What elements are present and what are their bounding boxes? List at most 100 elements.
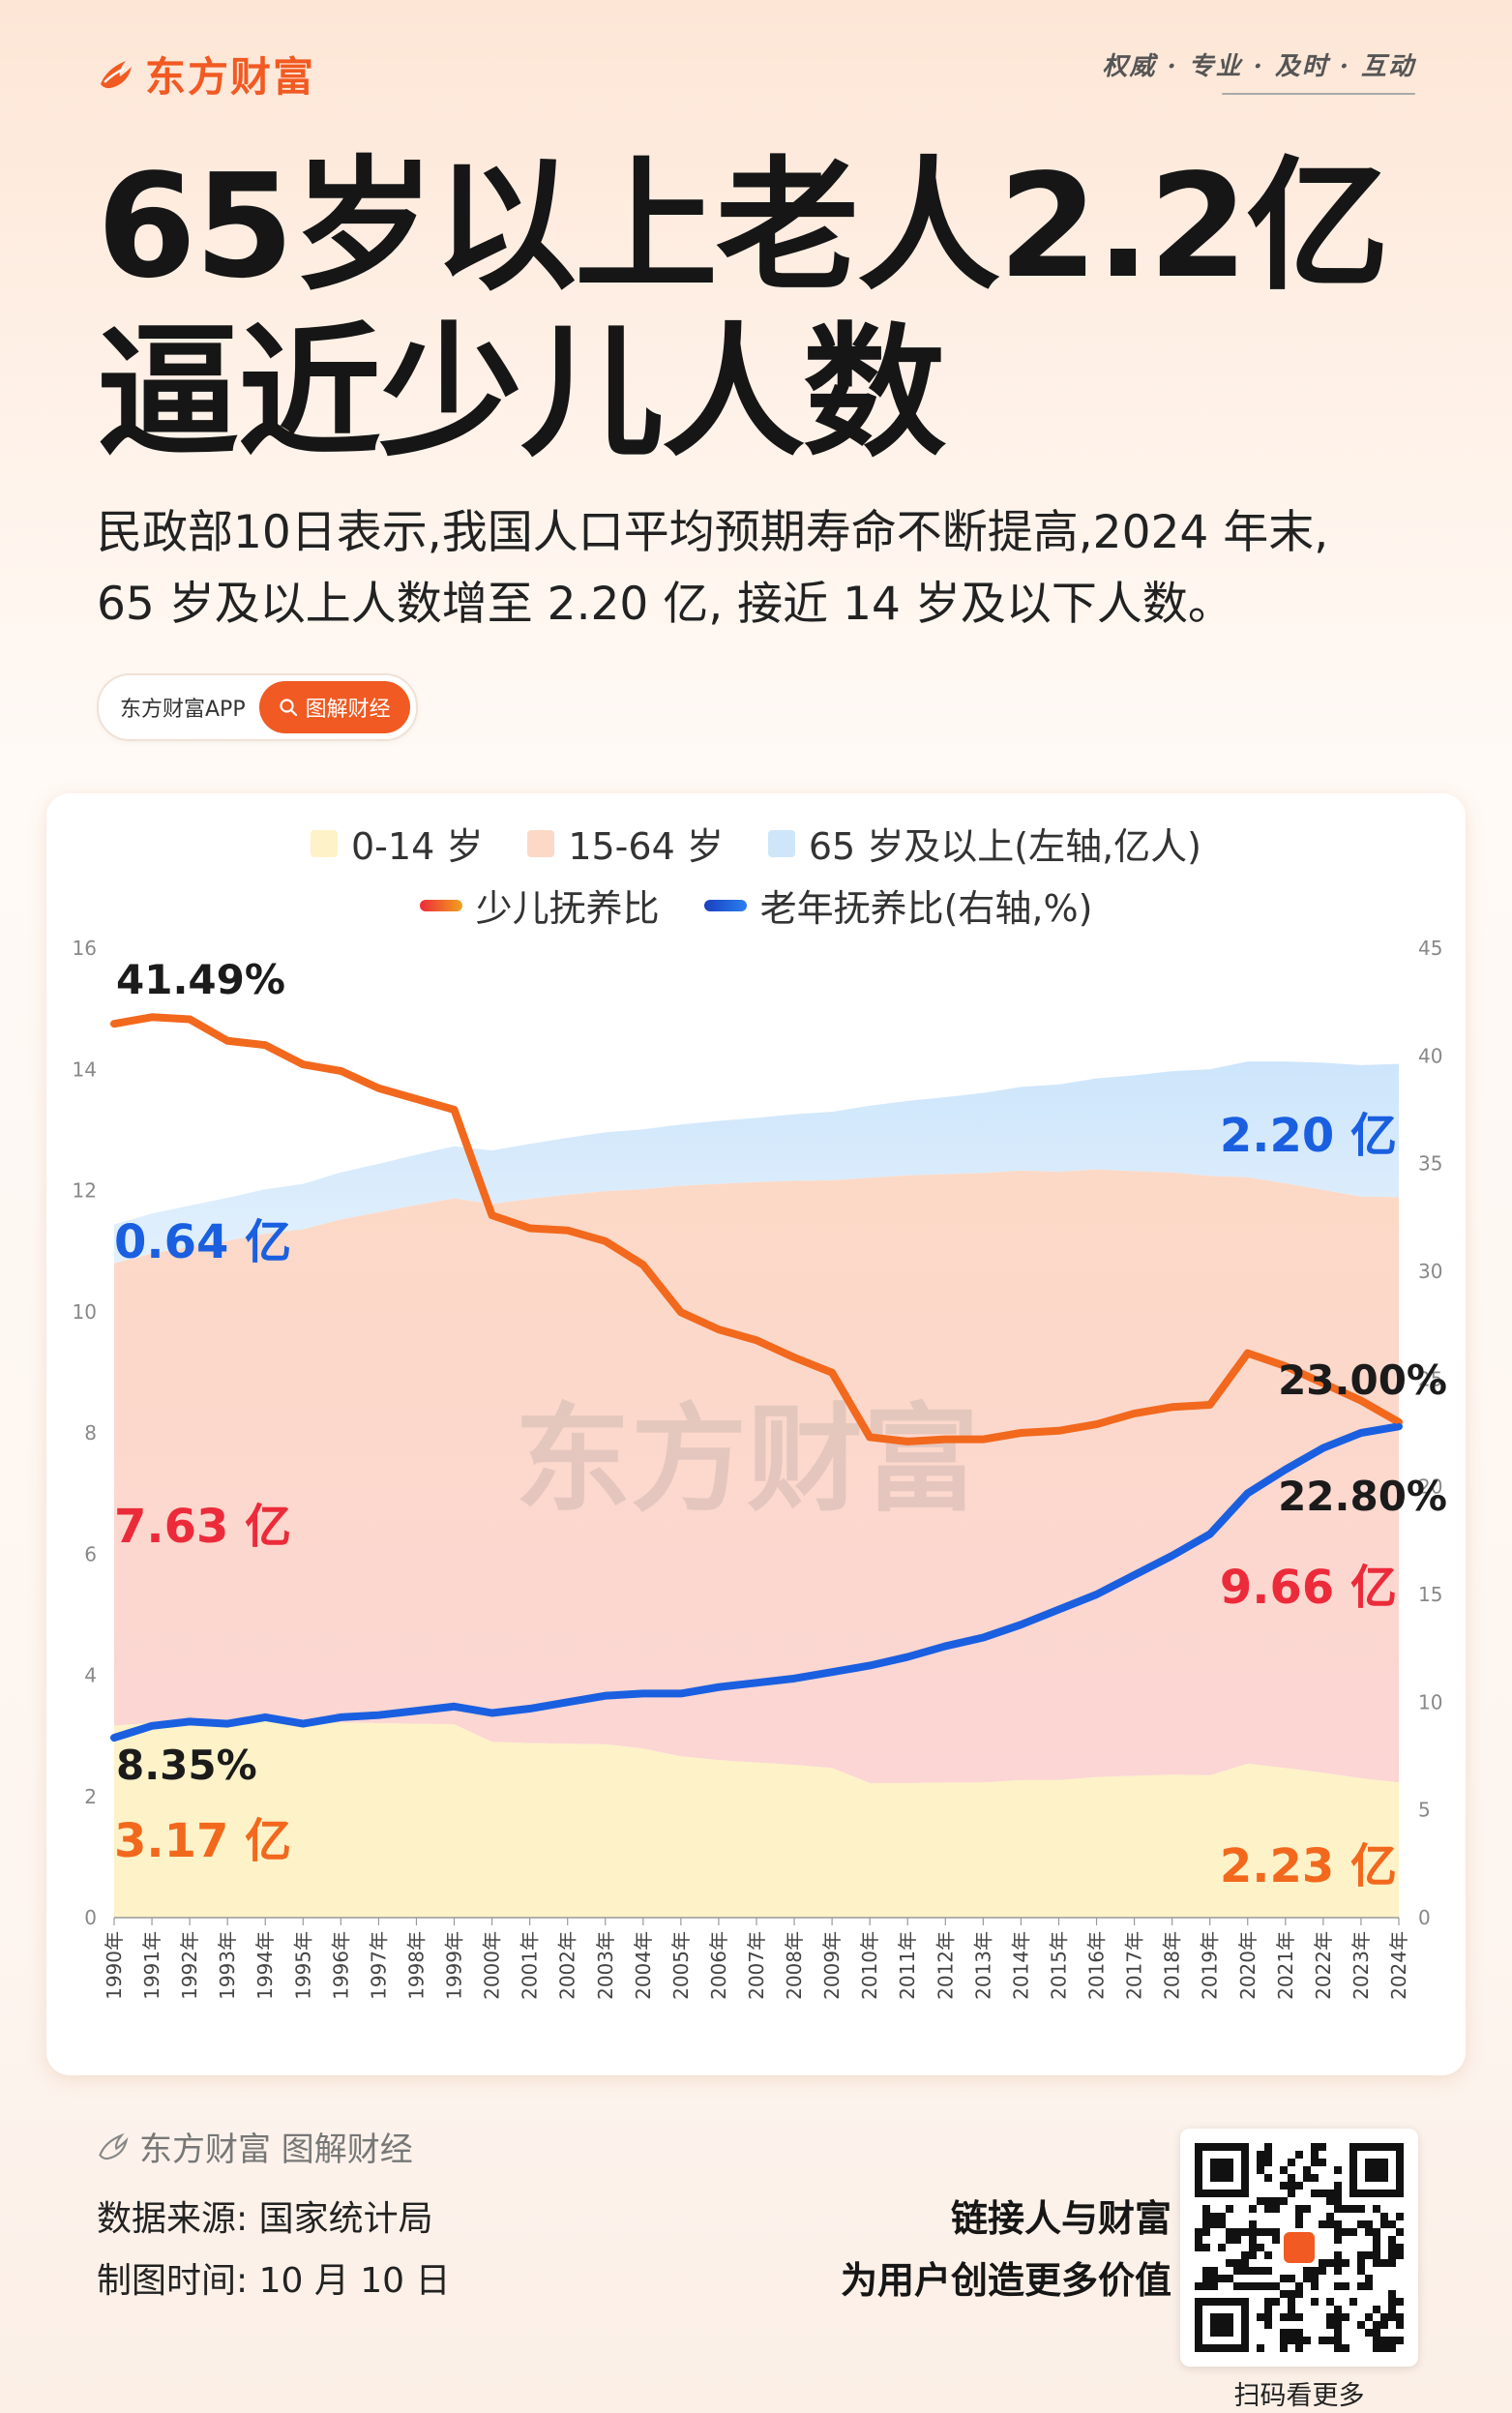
y-left-tick-label: 2 xyxy=(84,1785,97,1808)
footer-brand-text: 东方财富 图解财经 xyxy=(139,2130,413,2169)
point-child-ratio xyxy=(639,1261,647,1268)
point-elder-ratio xyxy=(564,1698,572,1706)
y-left-tick-label: 6 xyxy=(84,1542,97,1565)
point-child-ratio xyxy=(677,1308,685,1316)
footer-brand: 东方财富 图解财经 xyxy=(97,2123,413,2170)
label-elder-65-start: 0.64 亿 xyxy=(114,1214,292,1269)
y-right-tick-label: 30 xyxy=(1418,1260,1442,1283)
x-tick-label: 2023年 xyxy=(1349,1931,1373,2000)
x-tick-label: 1999年 xyxy=(443,1931,466,2000)
point-elder-ratio xyxy=(639,1689,647,1697)
point-child-ratio xyxy=(1357,1397,1365,1405)
y-left-tick-label: 12 xyxy=(73,1179,97,1203)
point-child-ratio xyxy=(602,1237,609,1245)
point-child-ratio xyxy=(148,1013,156,1021)
x-tick-label: 2002年 xyxy=(556,1931,579,2000)
x-tick-label: 2003年 xyxy=(594,1931,617,2000)
y-left-tick-label: 10 xyxy=(73,1300,97,1324)
page-title: 65岁以上老人2.2亿 逼近少儿人数 xyxy=(97,143,1389,476)
brand-name: 东方财富 xyxy=(145,53,316,101)
label-age-0-14-end: 2.23 亿 xyxy=(1219,1839,1397,1894)
x-tick-label: 1990年 xyxy=(103,1931,126,2000)
point-elder-ratio xyxy=(148,1722,156,1730)
lead-line-2: 65 岁及以上人数增至 2.20 亿, 接近 14 岁及以下人数。 xyxy=(97,578,1233,631)
point-child-ratio xyxy=(790,1354,798,1361)
y-right-tick-label: 20 xyxy=(1418,1475,1442,1499)
point-child-ratio xyxy=(1244,1350,1252,1357)
y-right-tick-label: 35 xyxy=(1418,1152,1442,1176)
x-tick-label: 1994年 xyxy=(253,1931,277,2000)
slogan: 权威 · 专业 · 及时 · 互动 xyxy=(1102,52,1415,81)
legend-line-swatch xyxy=(419,899,462,911)
x-tick-label: 1995年 xyxy=(291,1931,314,2000)
legend-row-1: 0-14 岁 15-64 岁 65 岁及以上(左轴,亿人) xyxy=(46,817,1466,870)
y-right-tick-label: 40 xyxy=(1418,1044,1442,1067)
x-tick-label: 1993年 xyxy=(216,1931,239,2000)
x-tick-label: 2012年 xyxy=(934,1931,957,2000)
label-child-ratio-start: 41.49% xyxy=(116,956,285,1004)
y-left-tick-label: 0 xyxy=(84,1906,97,1929)
x-tick-label: 1997年 xyxy=(367,1931,390,2000)
point-elder-ratio xyxy=(941,1642,949,1650)
point-elder-ratio xyxy=(602,1692,609,1700)
point-child-ratio xyxy=(828,1369,836,1377)
x-tick-label: 2014年 xyxy=(1009,1931,1032,2000)
point-child-ratio xyxy=(1093,1420,1101,1428)
point-child-ratio xyxy=(110,1020,118,1028)
x-tick-label: 2022年 xyxy=(1312,1931,1335,2000)
legend-swatch xyxy=(767,829,795,857)
y-right-tick-label: 45 xyxy=(1418,937,1442,960)
brand-flame-icon xyxy=(99,2132,129,2160)
y-left-tick-label: 14 xyxy=(73,1058,97,1081)
point-elder-ratio xyxy=(412,1707,420,1714)
x-tick-label: 2001年 xyxy=(519,1931,542,2000)
y-left-tick-label: 4 xyxy=(84,1664,97,1687)
tagline-2: 为用户创造更多价值 xyxy=(840,2259,1171,2302)
point-elder-ratio xyxy=(1054,1606,1062,1614)
point-elder-ratio xyxy=(110,1734,118,1742)
channel-label: 图解财经 xyxy=(305,698,391,722)
point-child-ratio xyxy=(186,1015,193,1023)
y-right-tick-label: 25 xyxy=(1418,1367,1442,1390)
point-child-ratio xyxy=(1206,1401,1214,1409)
point-elder-ratio xyxy=(715,1683,723,1691)
chart-card: 0-14 岁 15-64 岁 65 岁及以上(左轴,亿人) 少儿抚养比 老年抚养… xyxy=(46,793,1466,2075)
point-elder-ratio xyxy=(1169,1552,1176,1560)
legend-item-15-64: 15-64 岁 xyxy=(527,817,724,870)
label-elder-65-end: 2.20 亿 xyxy=(1219,1108,1397,1163)
point-elder-ratio xyxy=(337,1713,344,1721)
label-age-15-64-start: 7.63 亿 xyxy=(114,1500,292,1555)
search-icon xyxy=(279,699,297,717)
point-child-ratio xyxy=(412,1095,420,1103)
x-tick-label: 1996年 xyxy=(329,1931,352,2000)
slogan-underline xyxy=(1222,93,1415,95)
x-tick-label: 2024年 xyxy=(1387,1931,1410,2000)
data-source: 数据来源: 国家统计局 xyxy=(97,2199,433,2239)
qr-code[interactable] xyxy=(1180,2129,1418,2367)
point-elder-ratio xyxy=(223,1720,231,1728)
channel-tag[interactable]: 图解财经 xyxy=(258,681,410,733)
chart-plot: 东方财富 0 2 4 6 8 10 12 14 16 0 5 10 15 20 25 30 35 40 45 1990年… xyxy=(73,937,1443,2000)
point-child-ratio xyxy=(866,1433,874,1441)
point-elder-ratio xyxy=(904,1653,911,1661)
point-child-ratio xyxy=(1131,1410,1139,1417)
qr-code-image xyxy=(1195,2143,1404,2352)
point-child-ratio xyxy=(1282,1362,1290,1370)
brand-flame-icon xyxy=(101,60,132,88)
x-tick-label: 2021年 xyxy=(1274,1931,1297,2000)
point-elder-ratio xyxy=(1093,1591,1101,1598)
legend-item-0-14: 0-14 岁 xyxy=(311,817,483,870)
point-child-ratio xyxy=(979,1436,987,1444)
point-child-ratio xyxy=(489,1211,496,1219)
watermark: 东方财富 xyxy=(515,1393,979,1528)
point-child-ratio xyxy=(753,1336,760,1344)
app-channel-pill[interactable]: 东方财富APP 图解财经 xyxy=(97,673,418,741)
x-tick-label: 1992年 xyxy=(178,1931,201,2000)
point-elder-ratio xyxy=(451,1703,459,1711)
legend-row-2: 少儿抚养比 老年抚养比(右轴,%) xyxy=(46,879,1466,932)
y-left-tick-label: 16 xyxy=(73,937,97,960)
x-tick-label: 1998年 xyxy=(404,1931,428,2000)
point-elder-ratio xyxy=(753,1679,760,1686)
y-right-tick-label: 0 xyxy=(1418,1906,1431,1929)
qr-caption: 扫码看更多 xyxy=(1233,2381,1365,2411)
